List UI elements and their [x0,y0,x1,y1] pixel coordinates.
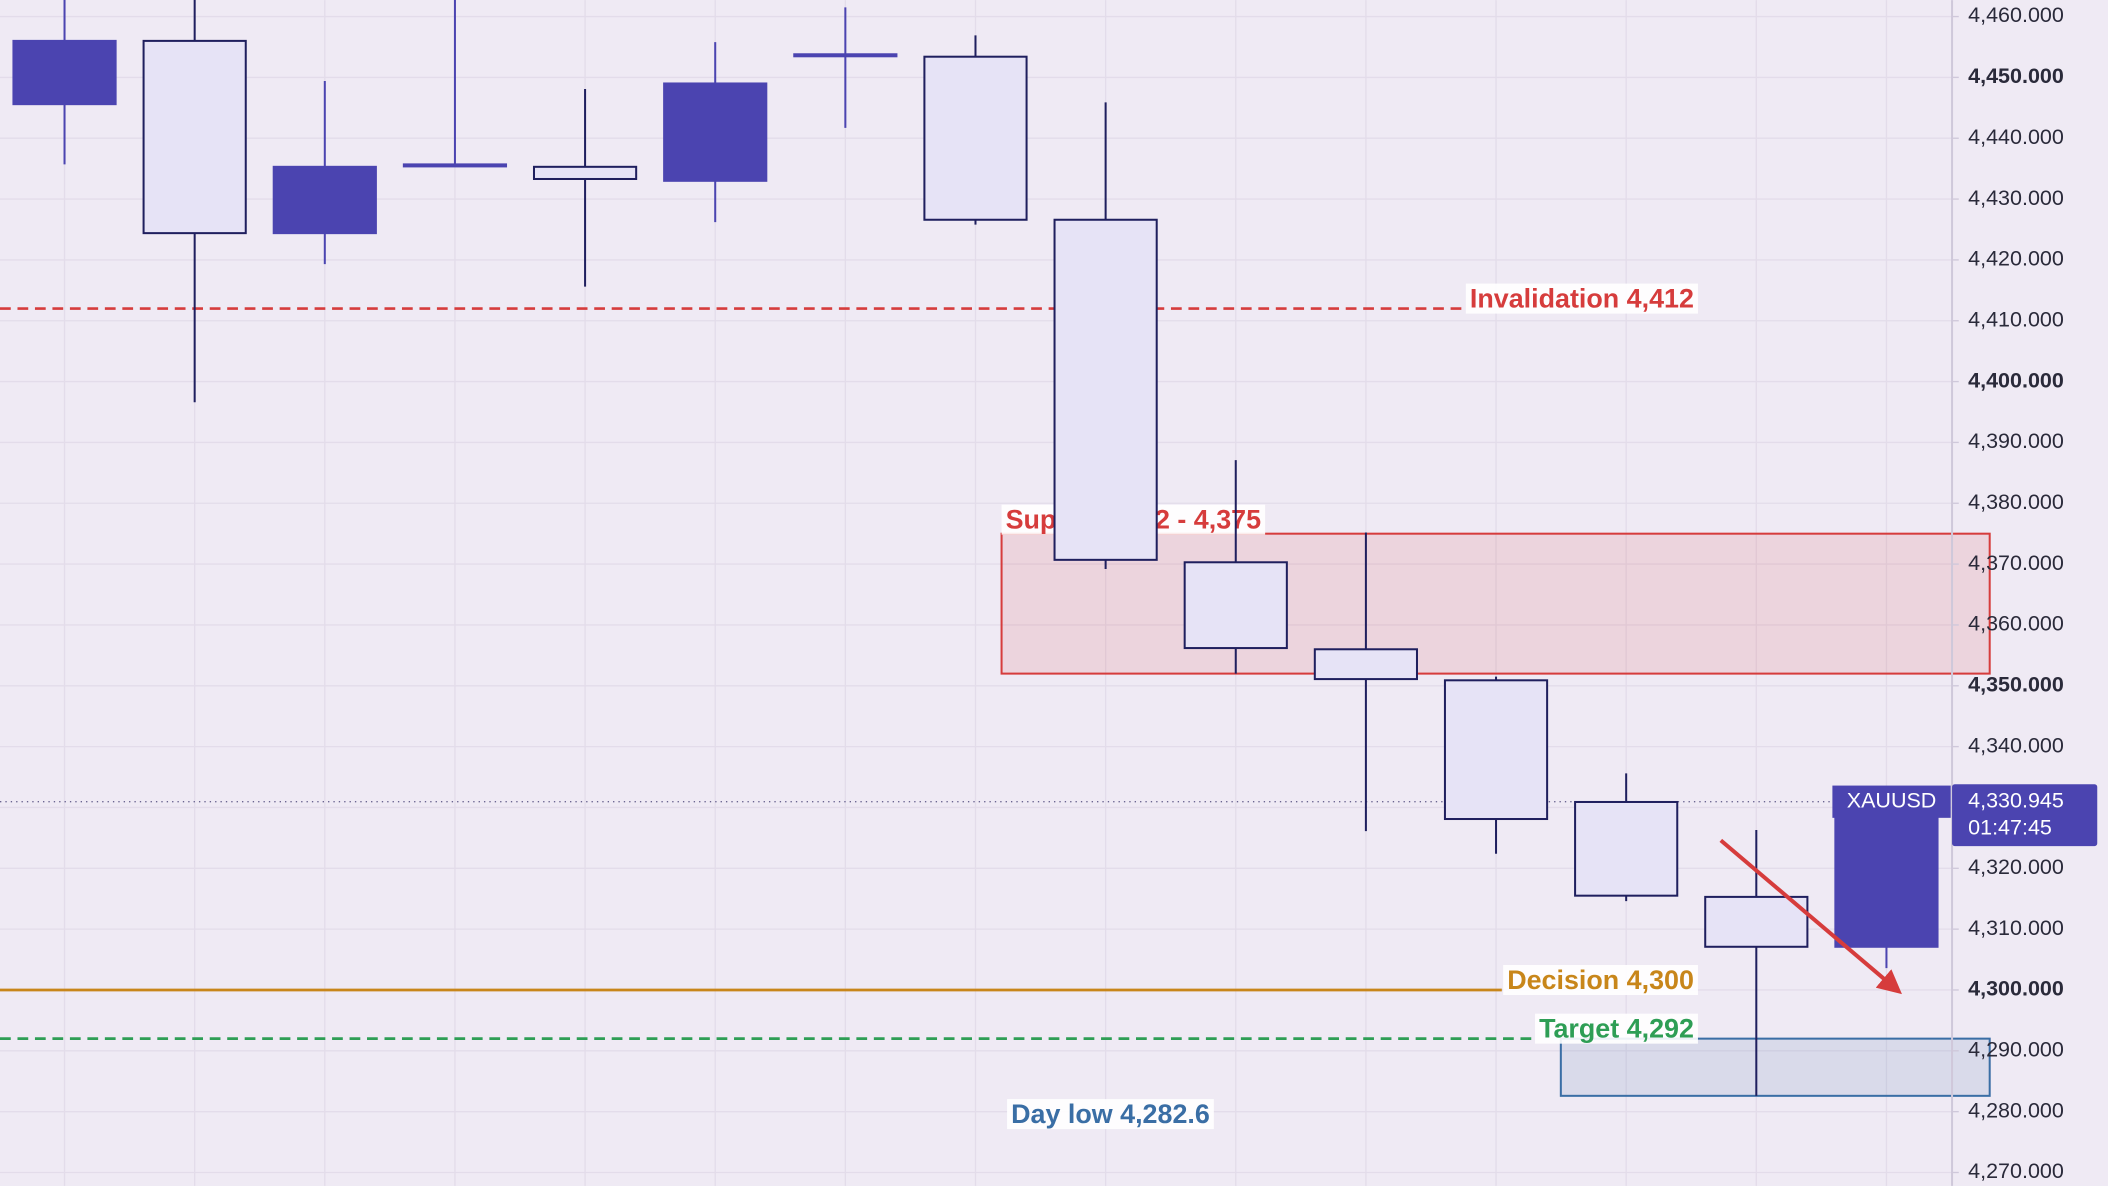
candle-body [142,39,247,235]
candle-body [402,163,508,168]
candle-body [272,165,377,235]
candle-body [12,39,117,106]
y-tick-label: 4,400.000 [1968,368,2064,392]
y-tick-label: 4,440.000 [1968,125,2064,149]
level-label: Invalidation 4,412 [1470,284,1694,314]
y-tick-label: 4,420.000 [1968,247,2064,271]
candle-body [663,82,768,182]
level-label: Decision 4,300 [1507,965,1694,995]
y-tick-label: 4,270.000 [1968,1159,2064,1183]
trend-arrow [1719,838,1902,995]
y-tick-label: 4,290.000 [1968,1038,2064,1062]
countdown-label: 01:47:45 [1968,815,2052,839]
y-tick-label: 4,320.000 [1968,855,2064,879]
zone-label: Day low 4,282.6 [1011,1099,1210,1129]
label-background [1535,1013,1698,1044]
symbol-label: XAUUSD [1847,788,1937,812]
label-background [1503,965,1698,996]
candle-body [1183,561,1288,650]
candle-body [923,55,1028,221]
zone [1559,1037,1991,1097]
candle-body [1704,895,1809,948]
y-tick-label: 4,300.000 [1968,977,2064,1001]
candle-body [1574,800,1679,897]
level-label: Target 4,292 [1539,1014,1694,1044]
y-tick-label: 4,370.000 [1968,551,2064,575]
candle-body [1053,218,1158,561]
candle-body [1313,648,1418,681]
y-tick-label: 4,350.000 [1968,672,2064,696]
candle-body [1834,800,1939,948]
price-label: 4,330.945 [1968,788,2064,812]
y-tick-label: 4,360.000 [1968,612,2064,636]
y-tick-label: 4,460.000 [1968,3,2064,27]
zone [1000,532,1991,675]
price-tag [1952,784,2098,847]
symbol-tag [1832,785,1951,818]
y-tick-label: 4,430.000 [1968,186,2064,210]
label-background [1007,1099,1214,1130]
candle-body [793,53,898,58]
y-tick-label: 4,310.000 [1968,916,2064,940]
y-tick-label: 4,450.000 [1968,64,2064,88]
candle-body [532,165,638,180]
label-background [1465,283,1698,314]
y-tick-label: 4,340.000 [1968,733,2064,757]
y-tick-label: 4,280.000 [1968,1098,2064,1122]
y-tick-label: 4,380.000 [1968,490,2064,514]
y-tick-label: 4,410.000 [1968,307,2064,331]
candle-body [1443,679,1549,821]
y-tick-label: 4,390.000 [1968,429,2064,453]
